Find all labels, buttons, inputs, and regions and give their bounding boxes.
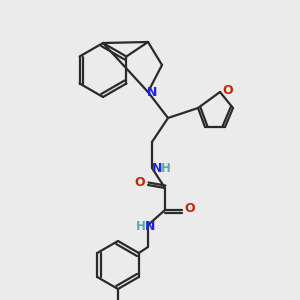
Text: N: N: [145, 220, 155, 232]
Text: O: O: [185, 202, 195, 214]
Text: H: H: [136, 220, 146, 232]
Text: N: N: [147, 85, 157, 98]
Text: H: H: [161, 163, 171, 176]
Text: N: N: [152, 163, 162, 176]
Text: O: O: [135, 176, 145, 190]
Text: O: O: [223, 83, 233, 97]
